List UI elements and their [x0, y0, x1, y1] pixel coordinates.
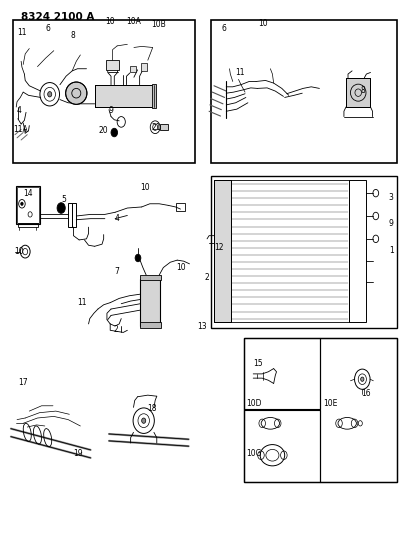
Text: 14: 14 — [23, 189, 33, 198]
Text: 2: 2 — [204, 273, 209, 281]
Text: 8: 8 — [360, 85, 364, 94]
Text: 11: 11 — [17, 28, 27, 37]
Text: 8: 8 — [71, 31, 76, 40]
Bar — [243, 338, 396, 482]
Ellipse shape — [142, 418, 145, 423]
Text: 2: 2 — [113, 325, 117, 334]
Text: 18: 18 — [146, 405, 156, 414]
Bar — [139, 322, 160, 328]
Text: 21: 21 — [151, 123, 160, 132]
Text: 10E: 10E — [323, 399, 337, 408]
Bar — [345, 78, 370, 107]
Ellipse shape — [65, 82, 87, 104]
Bar — [13, 20, 194, 163]
Bar — [243, 338, 319, 409]
Text: 10: 10 — [140, 183, 150, 192]
Text: 8324 2100 A: 8324 2100 A — [21, 12, 94, 22]
Text: 17: 17 — [18, 378, 27, 387]
Bar — [140, 279, 160, 326]
Circle shape — [135, 254, 141, 262]
Text: 10: 10 — [14, 247, 23, 256]
Bar — [106, 60, 119, 70]
Bar — [140, 279, 160, 326]
Bar — [130, 66, 136, 72]
Circle shape — [21, 202, 23, 205]
Bar — [139, 275, 160, 280]
Text: 3: 3 — [388, 193, 393, 202]
Bar — [213, 180, 231, 322]
Text: 9: 9 — [109, 106, 114, 115]
Bar — [68, 203, 72, 227]
Bar — [94, 85, 153, 107]
Text: 10G: 10G — [246, 449, 261, 458]
Text: 5: 5 — [61, 195, 66, 204]
Bar — [211, 20, 396, 163]
Bar — [175, 203, 184, 211]
Text: 11: 11 — [77, 298, 87, 307]
Bar — [213, 180, 231, 322]
Text: 19: 19 — [73, 449, 83, 458]
Text: 4: 4 — [16, 106, 21, 115]
Bar — [211, 176, 396, 328]
Text: 7: 7 — [114, 268, 119, 276]
Ellipse shape — [360, 377, 363, 381]
Text: 10A: 10A — [126, 18, 141, 27]
Bar — [18, 223, 38, 227]
Bar — [151, 84, 155, 108]
Text: 10: 10 — [176, 263, 186, 272]
Text: 11: 11 — [235, 68, 245, 77]
Bar — [348, 180, 365, 322]
Text: 13: 13 — [196, 321, 206, 330]
Text: 9: 9 — [388, 220, 393, 229]
Text: 12: 12 — [213, 244, 223, 253]
Bar — [243, 410, 319, 482]
Text: 1: 1 — [388, 246, 393, 255]
Bar — [319, 338, 396, 482]
Bar — [72, 203, 76, 227]
Bar — [160, 124, 168, 131]
Text: 20: 20 — [99, 126, 108, 135]
Bar — [345, 78, 370, 107]
Text: 6: 6 — [45, 24, 50, 33]
Bar — [231, 180, 348, 322]
Text: 10: 10 — [258, 19, 267, 28]
Text: 15: 15 — [253, 359, 262, 368]
Text: 10B: 10B — [151, 20, 165, 29]
Bar — [17, 187, 39, 223]
Circle shape — [111, 128, 117, 137]
Text: 10D: 10D — [246, 399, 261, 408]
Text: 6: 6 — [221, 24, 226, 33]
Text: 16: 16 — [360, 389, 370, 398]
Ellipse shape — [47, 92, 52, 97]
Bar — [141, 63, 147, 71]
Text: 10: 10 — [105, 18, 114, 27]
Bar — [16, 185, 40, 224]
Circle shape — [57, 203, 65, 213]
Bar — [94, 85, 153, 107]
Text: 11A: 11A — [13, 125, 28, 134]
Text: 4: 4 — [114, 214, 119, 223]
